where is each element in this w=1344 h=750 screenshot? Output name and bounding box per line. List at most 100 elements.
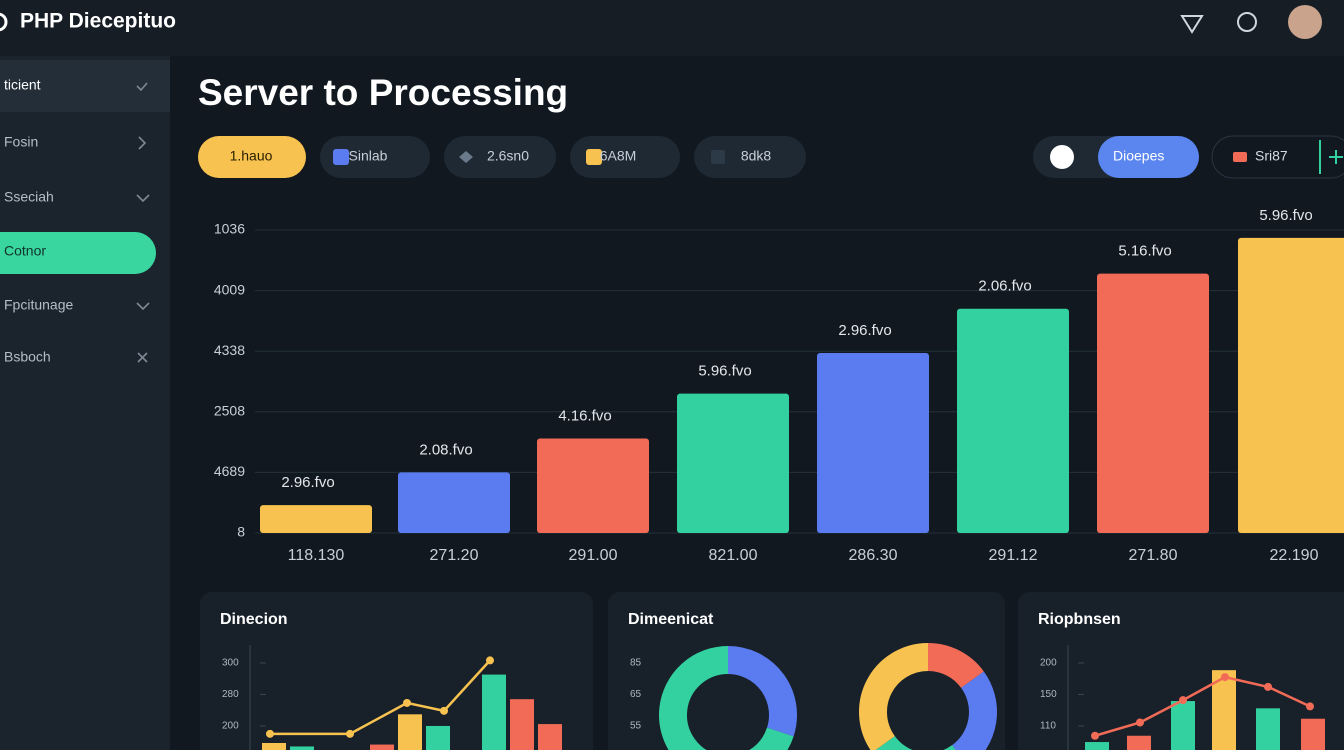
chip-swatch <box>586 149 602 165</box>
bar <box>398 472 510 533</box>
sidebar-header <box>0 60 170 112</box>
value-label: 5.96.fvo <box>1259 207 1312 224</box>
y-tick-label: 110 <box>1040 721 1056 732</box>
y-tick-label: 4338 <box>214 342 245 358</box>
sidebar <box>0 56 170 750</box>
chip[interactable] <box>444 136 556 178</box>
topbar <box>0 0 1344 56</box>
bar <box>1171 701 1195 750</box>
chip[interactable] <box>570 136 680 178</box>
bar <box>1212 670 1236 750</box>
bar <box>398 714 422 750</box>
filter-chip[interactable] <box>1211 135 1344 179</box>
x-tick-label: 286.30 <box>849 547 898 564</box>
chip-label: 8dk8 <box>741 148 772 164</box>
chip[interactable] <box>198 136 306 178</box>
toggle-icon <box>1050 145 1074 169</box>
chip-swatch <box>1233 152 1247 162</box>
value-label: 2.96.fvo <box>281 474 334 491</box>
chip[interactable] <box>320 136 430 178</box>
bar <box>817 353 929 533</box>
chip-swatch <box>711 150 725 164</box>
y-tick-label: 4689 <box>214 463 245 479</box>
bar <box>260 505 372 533</box>
donut-segment <box>659 646 794 750</box>
value-label: 2.08.fvo <box>419 441 472 458</box>
sidebar-item[interactable]: ticient <box>4 77 41 93</box>
line-point <box>1179 696 1187 705</box>
chip-icon <box>459 151 473 163</box>
sidebar-item[interactable]: Cotnor <box>4 243 46 259</box>
line-point <box>346 729 354 738</box>
x-tick-label: 291.12 <box>989 547 1038 564</box>
value-label: 5.96.fvo <box>698 363 751 380</box>
notify-icon[interactable] <box>1180 15 1204 34</box>
bar <box>482 674 506 750</box>
y-tick-label: 65 <box>630 689 642 700</box>
filter-label: Sri87 <box>1255 148 1288 164</box>
y-tick-label: 280 <box>222 689 239 700</box>
chip-swatch <box>333 149 349 165</box>
y-tick-label: 8 <box>237 524 245 540</box>
panel <box>608 592 1005 750</box>
bar <box>538 724 562 750</box>
line-point <box>1306 702 1314 711</box>
avatar[interactable] <box>1288 5 1322 39</box>
chip-label: 1.hauo <box>230 148 273 164</box>
sidebar-item[interactable]: Bsboch <box>4 349 51 365</box>
bar <box>677 393 789 533</box>
y-tick-label: 150 <box>1040 689 1057 700</box>
line-point <box>403 698 411 707</box>
value-label: 2.06.fvo <box>978 278 1031 295</box>
chip-label: Sinlab <box>349 148 388 164</box>
chip-label: 2.6sn0 <box>487 148 529 164</box>
y-tick-label: 200 <box>1040 658 1057 669</box>
donut-segment <box>859 643 929 750</box>
line-point <box>266 729 274 738</box>
chip[interactable] <box>694 136 806 178</box>
bar <box>1301 718 1325 750</box>
app-title: PHP Diecepituo <box>20 10 176 33</box>
line-point <box>1136 718 1144 727</box>
donut-segment <box>727 646 797 737</box>
sidebar-item[interactable]: Fpcitunage <box>4 297 73 313</box>
bar <box>1097 273 1209 533</box>
panel-title: Dimeenicat <box>628 611 714 628</box>
chevron <box>136 302 150 311</box>
bar <box>1238 237 1344 533</box>
y-tick-label: 300 <box>222 658 239 669</box>
line <box>1094 675 1311 737</box>
panel-title: Riopbnsen <box>1038 611 1121 628</box>
x-tick-label: 821.00 <box>709 547 758 564</box>
chip-label: 6A8M <box>600 148 637 164</box>
y-tick-label: 85 <box>630 658 642 669</box>
line-point <box>440 706 448 715</box>
y-tick-label: 4009 <box>214 281 245 297</box>
toggle-active[interactable] <box>1098 136 1199 178</box>
active-item[interactable] <box>0 232 156 274</box>
sidebar-item[interactable]: Fosin <box>4 134 38 150</box>
search-icon[interactable] <box>1237 12 1257 32</box>
x-tick-label: 22.190 <box>1270 547 1319 564</box>
bar <box>537 438 649 533</box>
bar <box>426 725 450 750</box>
value-label: 4.16.fvo <box>558 407 611 424</box>
bar <box>1085 742 1109 750</box>
y-tick-label: 2508 <box>214 403 245 419</box>
x-tick-label: 271.20 <box>430 547 479 564</box>
sidebar-item[interactable]: Sseciah <box>4 189 54 205</box>
panel-title: Dinecion <box>220 611 288 628</box>
y-tick-label: 200 <box>222 721 239 732</box>
bar <box>370 744 394 750</box>
page-title: Server to Processing <box>198 72 568 113</box>
line-point <box>1221 673 1229 682</box>
bar <box>957 308 1069 533</box>
donut-segment <box>927 643 984 689</box>
bar <box>510 699 534 750</box>
bar <box>290 746 314 750</box>
add-icon[interactable] <box>1319 140 1343 174</box>
y-tick-label: 55 <box>630 721 642 732</box>
chevron <box>136 194 150 203</box>
